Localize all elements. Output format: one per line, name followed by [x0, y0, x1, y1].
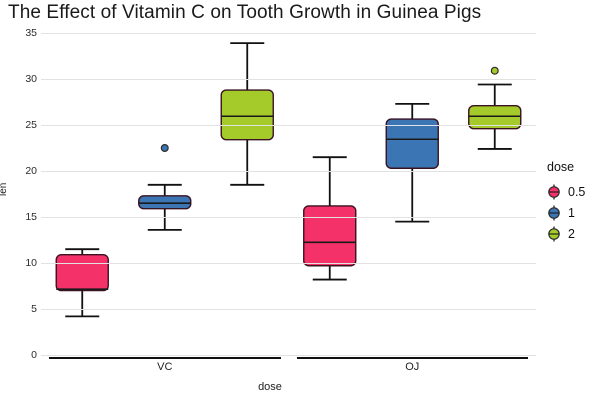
gridline [41, 79, 536, 80]
y-tick-label: 30 [25, 73, 37, 85]
box-VC-2 [220, 42, 274, 186]
boxplot-series [55, 42, 522, 318]
x-axis-label: dose [258, 381, 282, 393]
box-VC-0.5 [55, 248, 109, 318]
gridline [41, 263, 536, 264]
legend-title: dose [547, 160, 575, 174]
legend-label: 2 [568, 226, 575, 241]
group-tick-label: OJ [405, 361, 420, 373]
outlier-point [490, 66, 499, 75]
box-rect [303, 205, 357, 267]
axis-baseline [41, 355, 536, 356]
legend-item[interactable]: 2 [545, 223, 600, 244]
legend-label: 0.5 [568, 184, 586, 199]
legend: dose 0.5 1 2 [545, 160, 600, 244]
gridline [41, 125, 536, 126]
box-rect [138, 195, 192, 210]
outlier-point [160, 143, 169, 152]
box-rect [55, 254, 109, 292]
gridline [41, 171, 536, 172]
y-tick-label: 5 [31, 303, 37, 315]
group-tick-label: VC [157, 361, 173, 373]
y-tick-label: 35 [25, 27, 37, 39]
legend-key-boxplot-icon [545, 183, 563, 201]
box-OJ-2 [468, 66, 522, 150]
box-OJ-1 [385, 102, 439, 223]
group-rule [296, 357, 528, 359]
legend-item[interactable]: 1 [545, 202, 600, 223]
chart-title: The Effect of Vitamin C on Tooth Growth … [8, 2, 482, 23]
legend-label: 1 [568, 205, 575, 220]
legend-key-boxplot-icon [545, 225, 563, 243]
y-tick-label: 15 [25, 211, 37, 223]
y-axis: 0 5 10 15 20 25 30 35 [0, 28, 37, 360]
legend-key-boxplot-icon [545, 204, 563, 222]
gridline [41, 309, 536, 310]
box-rect [468, 104, 522, 130]
legend-item[interactable]: 0.5 [545, 181, 600, 202]
box-OJ-0.5 [303, 156, 357, 281]
box-VC-1 [138, 143, 192, 231]
gridline [41, 217, 536, 218]
gridline [41, 33, 536, 34]
plot-area [41, 33, 536, 356]
y-axis-label: len [0, 182, 9, 196]
group-rule [49, 357, 281, 359]
y-tick-label: 0 [31, 349, 37, 361]
box-rect [385, 118, 439, 169]
y-tick-label: 10 [25, 257, 37, 269]
y-tick-label: 20 [25, 165, 37, 177]
box-rect [220, 89, 274, 141]
y-tick-label: 25 [25, 119, 37, 131]
